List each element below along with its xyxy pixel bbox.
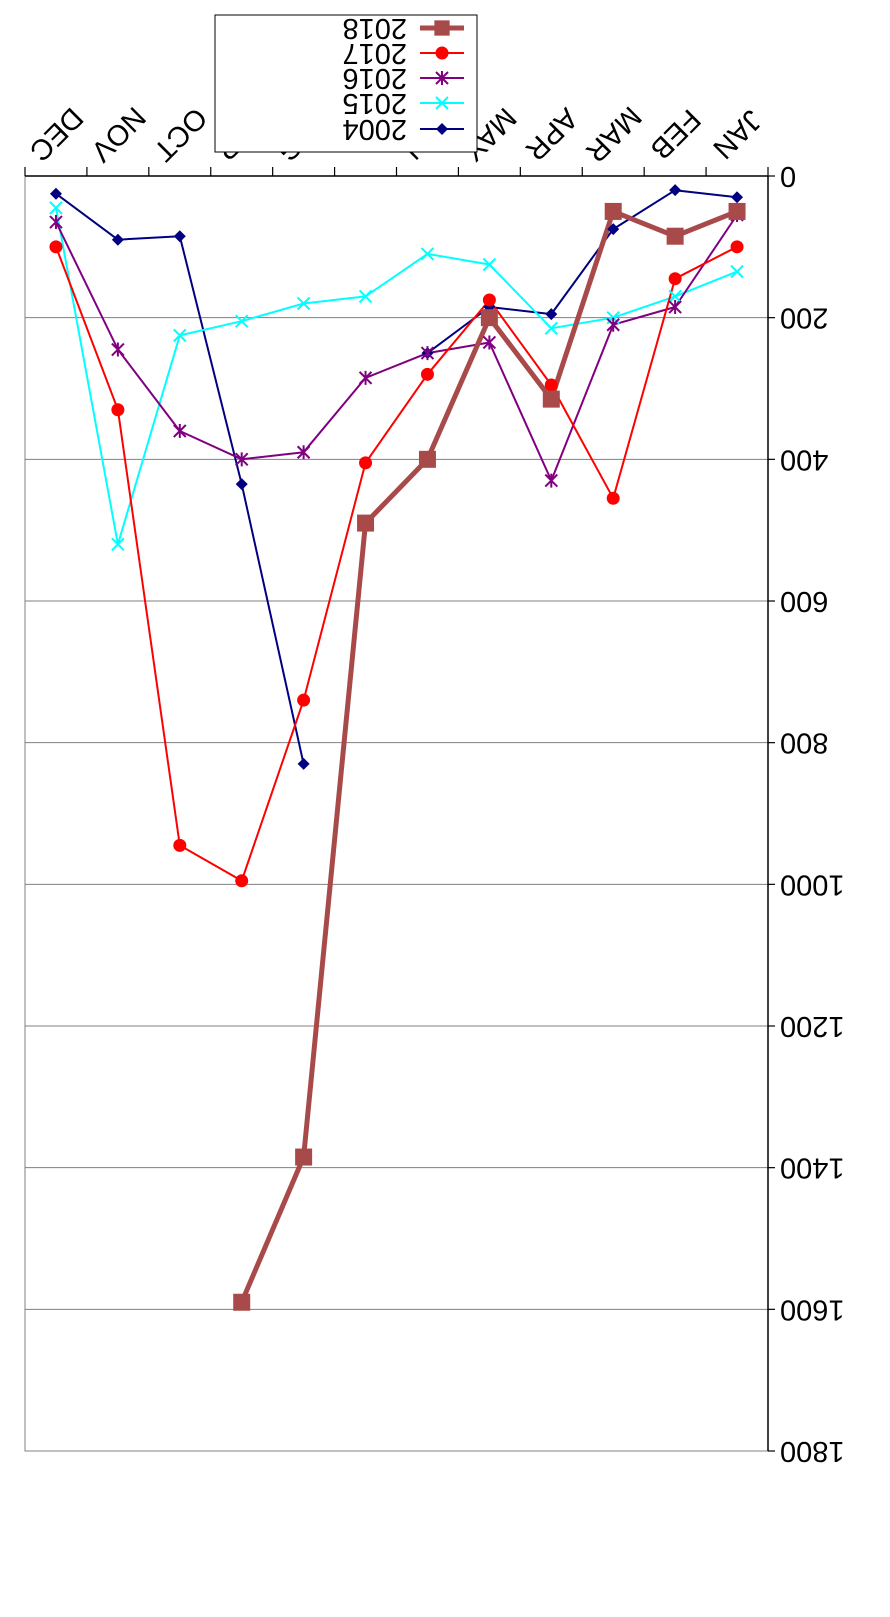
- data-point-2015-DEC: [49, 201, 63, 215]
- series-line-2016: [55, 214, 738, 482]
- axes: [24, 167, 775, 1452]
- y-tick-label: 1600: [780, 1293, 845, 1325]
- data-point-2015-AUG: [296, 296, 311, 311]
- data-point-2004-AUG: [297, 757, 310, 770]
- data-point-2004-OCT: [173, 230, 186, 243]
- legend-marker-2016: [435, 71, 449, 85]
- x-tick-label: JAN: [706, 103, 767, 164]
- x-tick-label: NOV: [84, 100, 152, 168]
- data-point-2015-MAY: [482, 257, 497, 272]
- data-point-2004-SEP: [235, 478, 248, 491]
- data-point-2004-NOV: [111, 233, 124, 246]
- y-tick-label: 400: [780, 443, 828, 475]
- legend-label-2004: 2004: [342, 113, 407, 145]
- data-point-2016-APR: [544, 473, 558, 488]
- data-point-2018-JAN: [728, 202, 746, 220]
- data-point-2018-MAR: [604, 202, 622, 220]
- y-tick-label: 1800: [780, 1435, 845, 1467]
- x-tick-label: DEC: [23, 101, 89, 167]
- y-tick-label: 600: [780, 585, 828, 617]
- data-point-2015-FEB: [668, 289, 682, 304]
- y-tick-label: 1400: [780, 1152, 845, 1184]
- data-point-2016-NOV: [111, 342, 125, 357]
- data-point-2017-JAN: [730, 240, 744, 254]
- data-point-2016-JUL: [358, 370, 373, 385]
- data-point-2015-SEP: [235, 314, 249, 328]
- grid-lines: [25, 317, 768, 1310]
- legend-marker-2017: [435, 46, 449, 60]
- legend-marker-2015: [435, 96, 449, 110]
- data-point-2017-MAY: [482, 293, 496, 307]
- data-point-2015-JUN: [420, 247, 435, 261]
- x-tick-label: OCT: [147, 101, 213, 167]
- data-point-2004-DEC: [49, 187, 62, 200]
- data-point-2017-JUN: [420, 367, 434, 381]
- data-point-2016-DEC: [49, 215, 63, 230]
- data-point-2018-FEB: [666, 227, 684, 245]
- y-tick-label: 200: [780, 302, 828, 334]
- y-tick-label: 1000: [780, 868, 845, 900]
- series-line-2015: [55, 207, 738, 546]
- legend-marker-2004: [436, 123, 448, 135]
- data-point-2004-JAN: [731, 191, 744, 204]
- data-point-2004-FEB: [669, 184, 682, 197]
- data-point-2016-MAY: [482, 335, 497, 350]
- data-point-2017-APR: [544, 378, 558, 392]
- y-tick-label: 0: [780, 160, 796, 192]
- data-point-2017-MAR: [606, 491, 620, 505]
- data-point-2015-OCT: [173, 328, 187, 343]
- data-point-2016-SEP: [235, 452, 249, 467]
- legend-label-2015: 2015: [342, 87, 407, 119]
- data-point-2018-APR: [542, 390, 560, 408]
- y-tick-label: 800: [780, 727, 828, 759]
- legend-label-2018: 2018: [342, 12, 407, 44]
- data-point-2004-MAR: [607, 223, 620, 236]
- data-point-2016-AUG: [296, 445, 311, 460]
- data-point-2018-SEP: [233, 1293, 251, 1311]
- series-markers: [49, 184, 746, 1311]
- data-point-2016-MAR: [606, 317, 620, 332]
- x-tick-label: APR: [519, 102, 584, 167]
- data-point-2017-FEB: [668, 272, 682, 286]
- data-point-2015-NOV: [111, 537, 125, 552]
- data-point-2015-APR: [544, 321, 558, 335]
- data-point-2017-SEP: [235, 874, 249, 888]
- data-point-2018-JUN: [418, 450, 436, 468]
- data-point-2018-MAY: [480, 309, 498, 327]
- legend-marker-2018: [434, 20, 450, 36]
- data-point-2017-DEC: [49, 240, 63, 254]
- plot-area: [24, 175, 769, 1452]
- data-point-2016-FEB: [668, 300, 682, 315]
- data-point-2017-AUG: [297, 693, 311, 707]
- data-point-2015-JAN: [730, 264, 744, 279]
- data-point-2017-OCT: [173, 838, 187, 852]
- x-tick-label: FEB: [644, 103, 707, 166]
- x-tick-label: MAR: [579, 100, 647, 168]
- data-point-2016-JUN: [420, 346, 435, 361]
- data-point-2018-JUL: [357, 514, 375, 532]
- data-point-2017-JUL: [359, 456, 373, 470]
- series-line-2017: [55, 245, 738, 882]
- data-point-2018-AUG: [295, 1148, 313, 1166]
- y-tick-label: 1200: [780, 1010, 845, 1042]
- legend-label-2016: 2016: [342, 62, 407, 94]
- data-point-2017-NOV: [111, 403, 125, 417]
- data-point-2016-OCT: [173, 424, 187, 438]
- legend-label-2017: 2017: [342, 37, 407, 69]
- data-point-2015-JUL: [358, 289, 373, 304]
- data-point-2004-APR: [545, 308, 558, 321]
